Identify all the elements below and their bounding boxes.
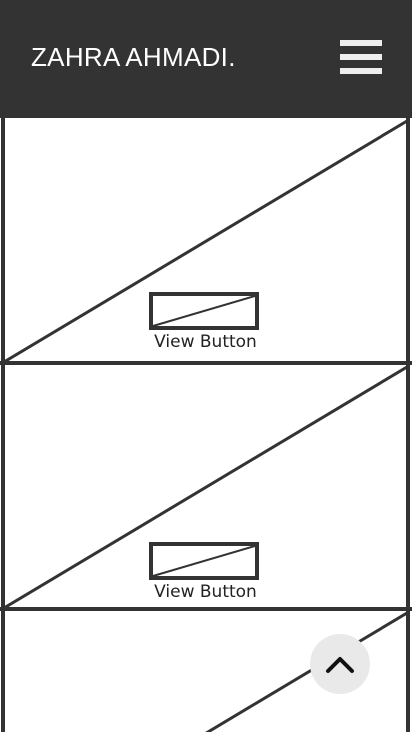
site-header: ZAHRA AHMADI. xyxy=(0,0,412,118)
content-frame xyxy=(0,118,412,732)
view-button[interactable] xyxy=(149,542,259,580)
menu-button[interactable] xyxy=(336,36,386,80)
site-title[interactable]: ZAHRA AHMADI. xyxy=(31,42,236,72)
portfolio-card[interactable]: View Button xyxy=(4,366,407,609)
portfolio-card[interactable]: View Button xyxy=(4,120,407,363)
image-placeholder-icon xyxy=(149,292,259,330)
chevron-up-icon xyxy=(326,657,354,673)
view-button-label[interactable]: View Button xyxy=(154,582,257,602)
view-button[interactable] xyxy=(149,292,259,330)
back-to-top-button[interactable] xyxy=(310,634,370,694)
view-button-label[interactable]: View Button xyxy=(154,332,257,352)
hamburger-menu-icon xyxy=(340,40,382,74)
image-placeholder-icon xyxy=(4,120,407,363)
image-placeholder-icon xyxy=(149,542,259,580)
image-placeholder-icon xyxy=(4,366,407,609)
